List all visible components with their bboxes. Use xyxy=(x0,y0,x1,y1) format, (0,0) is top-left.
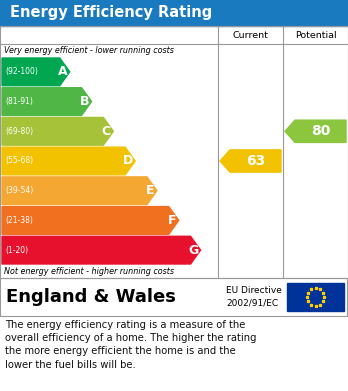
Text: EU Directive: EU Directive xyxy=(226,286,282,295)
Text: (81-91): (81-91) xyxy=(5,97,33,106)
Text: E: E xyxy=(146,184,154,197)
Text: F: F xyxy=(167,214,176,227)
Bar xyxy=(0,278,348,316)
Text: G: G xyxy=(188,244,199,256)
Polygon shape xyxy=(2,117,113,145)
Polygon shape xyxy=(285,120,346,142)
Text: Current: Current xyxy=(232,30,268,39)
Text: A: A xyxy=(58,65,68,78)
Polygon shape xyxy=(2,58,70,86)
Bar xyxy=(287,283,344,311)
Text: Potential: Potential xyxy=(295,30,336,39)
Text: Energy Efficiency Rating: Energy Efficiency Rating xyxy=(10,5,212,20)
Text: (55-68): (55-68) xyxy=(5,156,33,165)
Text: (21-38): (21-38) xyxy=(5,216,33,225)
Text: England & Wales: England & Wales xyxy=(6,288,176,306)
Polygon shape xyxy=(2,88,92,115)
Polygon shape xyxy=(2,236,200,264)
Text: 2002/91/EC: 2002/91/EC xyxy=(226,299,278,308)
Text: (1-20): (1-20) xyxy=(5,246,28,255)
Text: D: D xyxy=(123,154,133,167)
Polygon shape xyxy=(2,177,157,204)
Text: The energy efficiency rating is a measure of the
overall efficiency of a home. T: The energy efficiency rating is a measur… xyxy=(5,320,256,369)
Bar xyxy=(0,26,348,278)
Text: (69-80): (69-80) xyxy=(5,127,33,136)
Text: 63: 63 xyxy=(246,154,265,168)
Text: 80: 80 xyxy=(311,124,330,138)
Text: Not energy efficient - higher running costs: Not energy efficient - higher running co… xyxy=(4,267,174,276)
Polygon shape xyxy=(2,206,179,234)
Text: (92-100): (92-100) xyxy=(5,67,38,76)
Text: B: B xyxy=(80,95,89,108)
Text: Very energy efficient - lower running costs: Very energy efficient - lower running co… xyxy=(4,46,174,55)
Polygon shape xyxy=(220,150,281,172)
Bar xyxy=(0,0,348,26)
Polygon shape xyxy=(2,147,135,175)
Text: C: C xyxy=(102,125,111,138)
Text: (39-54): (39-54) xyxy=(5,186,33,195)
